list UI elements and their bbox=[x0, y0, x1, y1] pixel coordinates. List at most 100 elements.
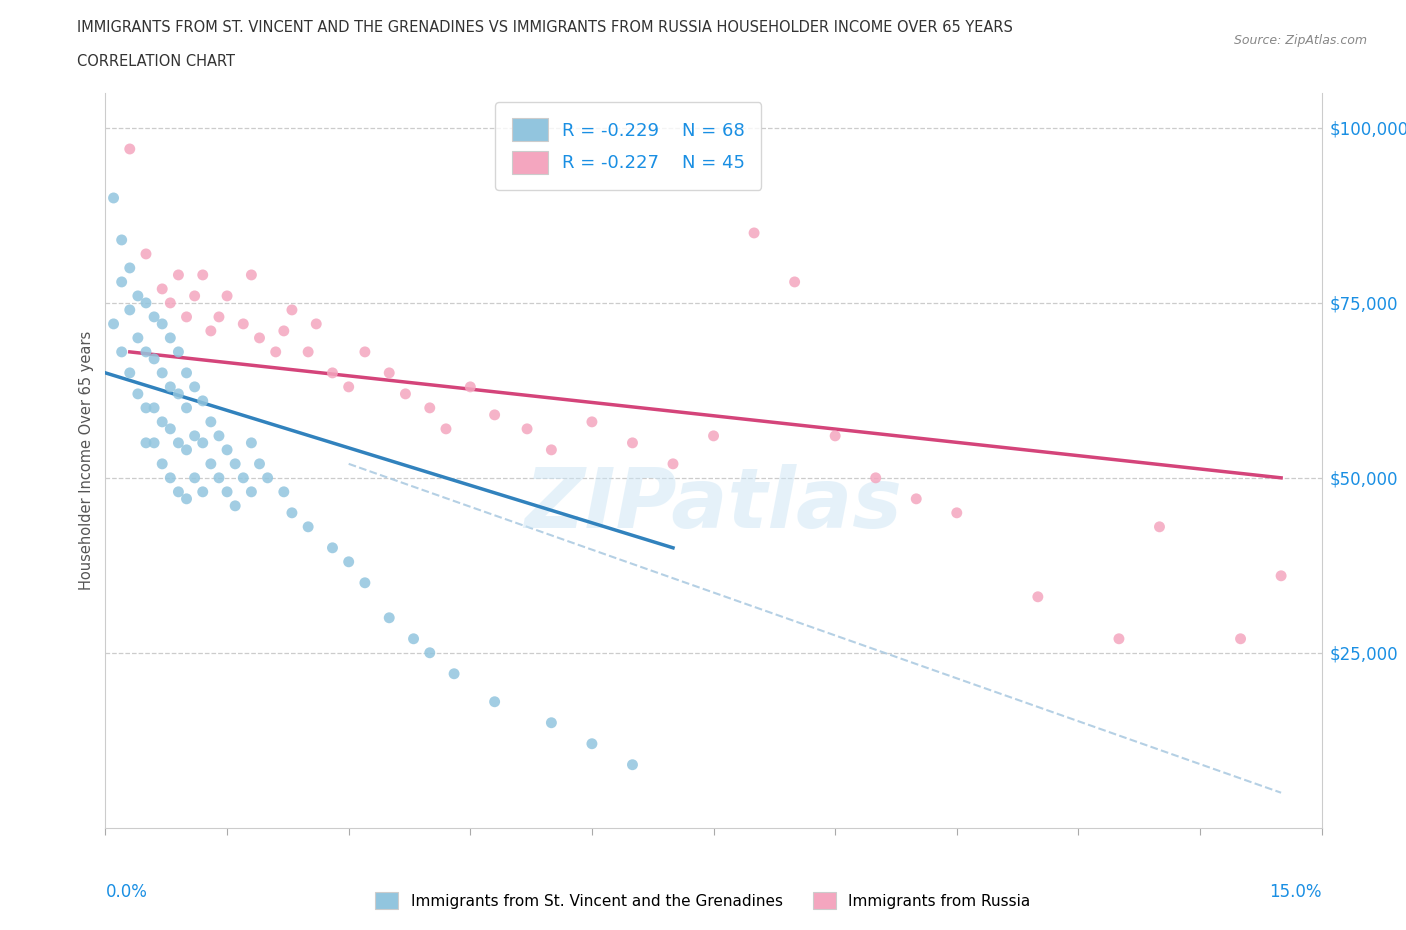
Y-axis label: Householder Income Over 65 years: Householder Income Over 65 years bbox=[79, 331, 94, 590]
Point bbox=[103, 191, 125, 206]
Point bbox=[150, 282, 173, 297]
Point bbox=[945, 505, 967, 520]
Point bbox=[240, 435, 263, 450]
Point bbox=[240, 485, 263, 499]
Point bbox=[167, 485, 190, 499]
Point bbox=[118, 365, 141, 380]
Point bbox=[337, 554, 360, 569]
Point bbox=[150, 415, 173, 430]
Point bbox=[176, 310, 198, 325]
Point bbox=[135, 435, 157, 450]
Point bbox=[281, 302, 304, 317]
Point bbox=[443, 666, 465, 681]
Point bbox=[127, 288, 149, 303]
Point bbox=[176, 491, 198, 506]
Point bbox=[208, 310, 231, 325]
Text: Source: ZipAtlas.com: Source: ZipAtlas.com bbox=[1233, 34, 1367, 47]
Point bbox=[150, 457, 173, 472]
Point bbox=[905, 491, 928, 506]
Point bbox=[1229, 631, 1251, 646]
Point bbox=[256, 471, 278, 485]
Point bbox=[135, 401, 157, 416]
Point bbox=[150, 316, 173, 331]
Point bbox=[217, 288, 239, 303]
Text: 15.0%: 15.0% bbox=[1270, 883, 1322, 901]
Point bbox=[176, 365, 198, 380]
Point bbox=[249, 457, 271, 472]
Point bbox=[662, 457, 685, 472]
Point bbox=[540, 443, 562, 458]
Point bbox=[159, 330, 181, 345]
Point bbox=[232, 471, 254, 485]
Point bbox=[159, 471, 181, 485]
Point bbox=[176, 443, 198, 458]
Point bbox=[249, 330, 271, 345]
Point bbox=[232, 316, 254, 331]
Point bbox=[111, 274, 134, 289]
Point bbox=[273, 324, 295, 339]
Text: IMMIGRANTS FROM ST. VINCENT AND THE GRENADINES VS IMMIGRANTS FROM RUSSIA HOUSEHO: IMMIGRANTS FROM ST. VINCENT AND THE GREN… bbox=[77, 20, 1014, 35]
Point bbox=[111, 232, 134, 247]
Point bbox=[240, 268, 263, 283]
Point bbox=[419, 645, 441, 660]
Point bbox=[354, 576, 377, 591]
Point bbox=[402, 631, 425, 646]
Point bbox=[159, 421, 181, 436]
Point bbox=[167, 387, 190, 402]
Point bbox=[118, 302, 141, 317]
Point bbox=[103, 316, 125, 331]
Point bbox=[865, 471, 887, 485]
Point bbox=[200, 457, 222, 472]
Point bbox=[321, 540, 343, 555]
Point bbox=[224, 457, 246, 472]
Point bbox=[183, 471, 205, 485]
Point bbox=[191, 435, 214, 450]
Point bbox=[540, 715, 562, 730]
Point bbox=[742, 225, 765, 240]
Point bbox=[111, 344, 134, 359]
Point bbox=[321, 365, 343, 380]
Point bbox=[127, 387, 149, 402]
Point bbox=[1108, 631, 1130, 646]
Point bbox=[378, 610, 401, 625]
Point bbox=[297, 344, 319, 359]
Point bbox=[183, 379, 205, 394]
Point bbox=[378, 365, 401, 380]
Point bbox=[305, 316, 328, 331]
Point bbox=[167, 435, 190, 450]
Point bbox=[135, 296, 157, 311]
Point bbox=[208, 471, 231, 485]
Point bbox=[621, 435, 644, 450]
Point bbox=[183, 429, 205, 444]
Legend: R = -0.229    N = 68, R = -0.227    N = 45: R = -0.229 N = 68, R = -0.227 N = 45 bbox=[495, 102, 762, 190]
Point bbox=[1149, 519, 1171, 534]
Point bbox=[458, 379, 481, 394]
Point bbox=[1026, 590, 1049, 604]
Point bbox=[191, 393, 214, 408]
Point bbox=[176, 401, 198, 416]
Point bbox=[484, 695, 506, 710]
Point bbox=[224, 498, 246, 513]
Point bbox=[143, 435, 166, 450]
Point bbox=[484, 407, 506, 422]
Point bbox=[143, 310, 166, 325]
Point bbox=[143, 352, 166, 366]
Point bbox=[191, 485, 214, 499]
Point bbox=[783, 274, 806, 289]
Point bbox=[191, 268, 214, 283]
Point bbox=[434, 421, 457, 436]
Point bbox=[394, 387, 416, 402]
Point bbox=[167, 344, 190, 359]
Point bbox=[118, 141, 141, 156]
Point bbox=[208, 429, 231, 444]
Point bbox=[581, 415, 603, 430]
Point bbox=[419, 401, 441, 416]
Point bbox=[135, 246, 157, 261]
Point bbox=[127, 330, 149, 345]
Point bbox=[264, 344, 287, 359]
Legend: Immigrants from St. Vincent and the Grenadines, Immigrants from Russia: Immigrants from St. Vincent and the Gren… bbox=[370, 886, 1036, 915]
Point bbox=[118, 260, 141, 275]
Point bbox=[297, 519, 319, 534]
Point bbox=[581, 737, 603, 751]
Point bbox=[167, 268, 190, 283]
